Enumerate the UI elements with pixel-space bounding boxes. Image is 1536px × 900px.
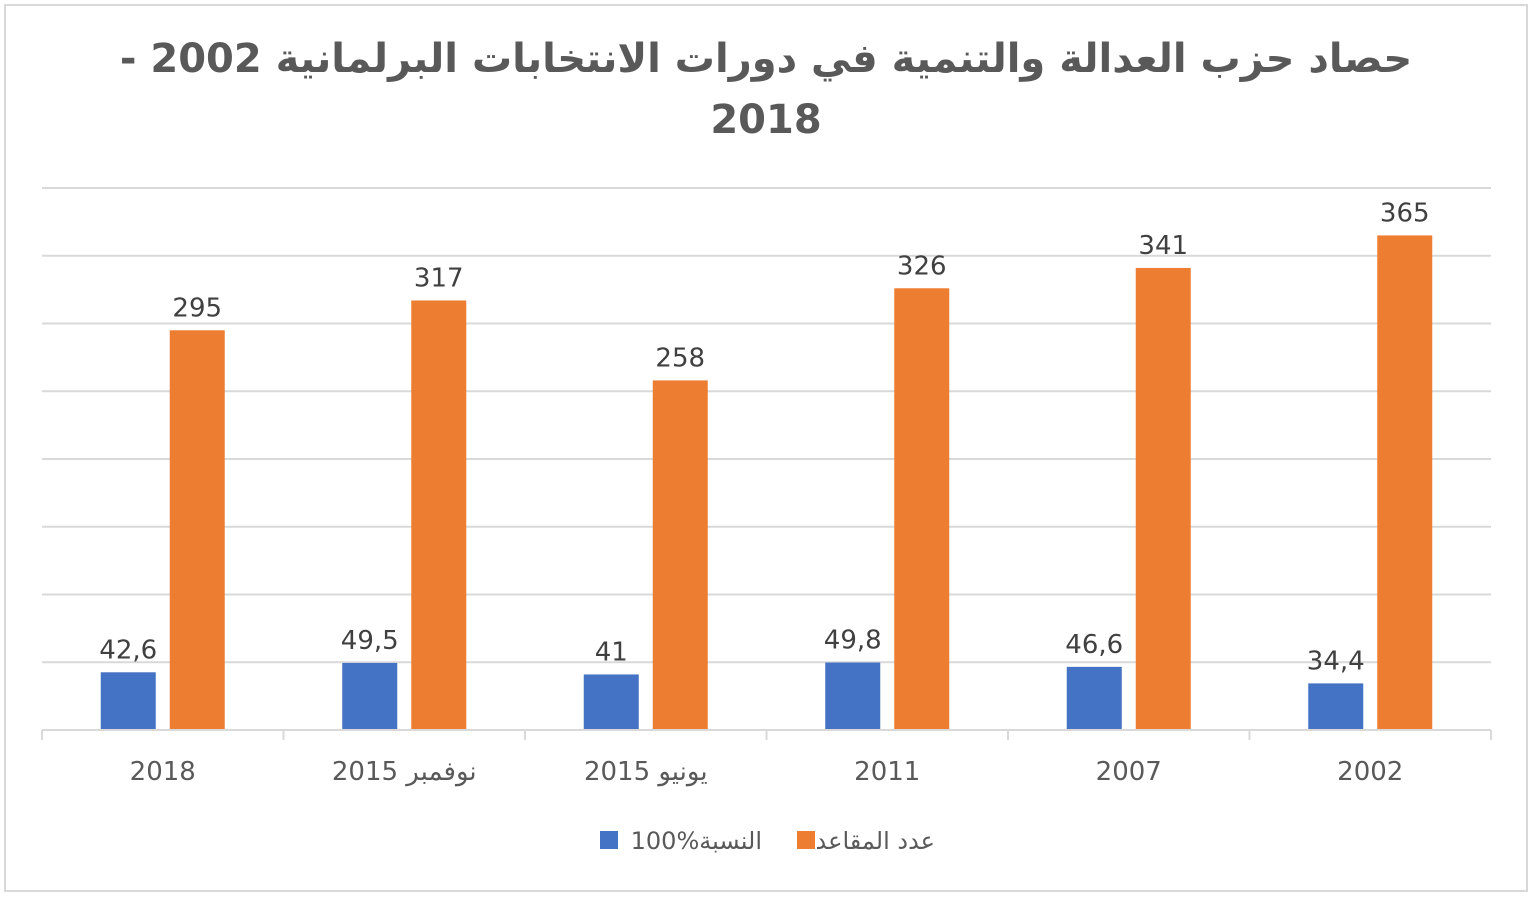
legend-swatch-seats bbox=[797, 831, 815, 849]
data-label: 42,6 bbox=[99, 635, 157, 665]
x-tick-label: 2015 يونيو bbox=[584, 757, 708, 787]
data-label: 49,5 bbox=[341, 626, 399, 656]
legend-swatch-percentage bbox=[600, 831, 618, 849]
bar-percentage bbox=[1308, 683, 1364, 730]
data-label: 326 bbox=[897, 251, 947, 281]
data-label: 49,8 bbox=[824, 626, 882, 656]
gridlines bbox=[42, 187, 1491, 664]
data-label: 258 bbox=[655, 343, 705, 373]
data-label: 341 bbox=[1138, 231, 1188, 261]
legend-label-percentage: النسبة%100 bbox=[631, 827, 762, 855]
x-tick-label: 2011 bbox=[854, 757, 920, 787]
bar-percentage bbox=[100, 672, 156, 730]
bars: 42,6 295 49,5 317 41 258 49,8 326 46,6 341 34,4 365 bbox=[99, 198, 1433, 731]
data-label: 295 bbox=[172, 293, 222, 323]
bar-percentage bbox=[583, 674, 639, 730]
bar-seats bbox=[411, 300, 467, 730]
chart-frame bbox=[4, 4, 1528, 892]
data-label: 41 bbox=[595, 637, 628, 667]
chart-title-line-1: حصاد حزب العدالة والتنمية في دورات الانت… bbox=[120, 36, 1412, 82]
bar-seats bbox=[652, 380, 708, 730]
x-tick-label: 2018 bbox=[130, 757, 196, 787]
x-tick-label: 2002 bbox=[1337, 757, 1403, 787]
bar-percentage bbox=[1066, 666, 1122, 730]
bar-percentage bbox=[825, 662, 881, 730]
x-tick-label: 2015 نوفمبر bbox=[332, 757, 477, 787]
x-axis: 2018 2015 نوفمبر 2015 يونيو 2011 2007 2002 bbox=[41, 729, 1492, 787]
bar-seats bbox=[894, 288, 950, 730]
bar-seats bbox=[1377, 235, 1433, 731]
data-label: 34,4 bbox=[1307, 646, 1365, 676]
legend: النسبة%100 عدد المقاعد bbox=[600, 827, 935, 855]
bar-percentage bbox=[342, 662, 398, 730]
data-label: 317 bbox=[414, 263, 464, 293]
chart-title-line-2: 2018 bbox=[710, 97, 821, 143]
data-label: 365 bbox=[1380, 198, 1430, 228]
bar-seats bbox=[1135, 267, 1191, 730]
legend-label-seats: عدد المقاعد bbox=[816, 827, 935, 855]
x-tick-label: 2007 bbox=[1096, 757, 1162, 787]
bar-seats bbox=[169, 330, 225, 730]
data-label: 46,6 bbox=[1065, 630, 1123, 660]
